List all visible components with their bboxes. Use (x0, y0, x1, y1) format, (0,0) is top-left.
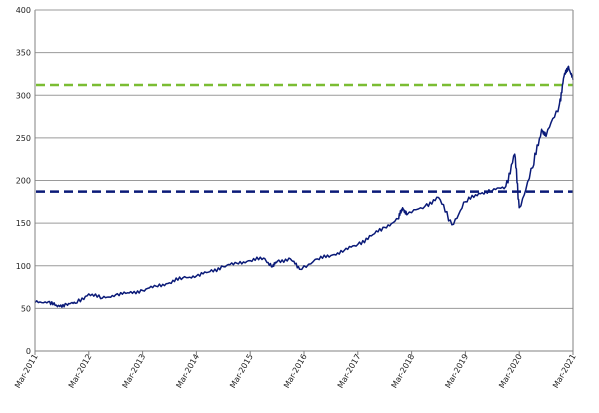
x-tick-label: Mar-2017 (336, 353, 363, 390)
y-tick-label: 250 (16, 134, 31, 143)
gridlines (35, 9, 573, 309)
y-tick-label: 350 (16, 49, 31, 58)
x-tick-label: Mar-2012 (67, 353, 94, 390)
y-tick-label: 150 (16, 219, 31, 228)
y-tick-label: 200 (16, 177, 31, 186)
x-tick-labels: Mar-2011 Mar-2012 Mar-2013 Mar-2014 Mar-2015… (13, 353, 578, 390)
x-tick-label: Mar-2018 (390, 353, 417, 390)
y-tick-labels: 0 50 100 150 200 250 300 350 400 (16, 6, 31, 356)
series-line-0 (34, 65, 574, 308)
y-tick-label: 300 (16, 91, 31, 100)
x-tick-label: Mar-2016 (282, 353, 309, 390)
x-tick-label: Mar-2019 (443, 353, 470, 390)
x-tick-label: Mar-2014 (174, 353, 201, 390)
x-tick-label: Mar-2011 (13, 353, 40, 390)
y-tick-label: 0 (26, 347, 31, 356)
series-group (34, 65, 574, 308)
y-tick-label: 400 (16, 6, 31, 15)
x-tick-label: Mar-2015 (228, 353, 255, 390)
x-tick-label: Mar-2021 (551, 353, 578, 390)
axes (34, 9, 574, 355)
x-tick-label: Mar-2020 (497, 353, 524, 390)
reference-lines (36, 83, 573, 193)
y-tick-label: 50 (21, 304, 31, 313)
x-tick-label: Mar-2013 (121, 353, 148, 390)
y-tick-label: 100 (16, 262, 31, 271)
